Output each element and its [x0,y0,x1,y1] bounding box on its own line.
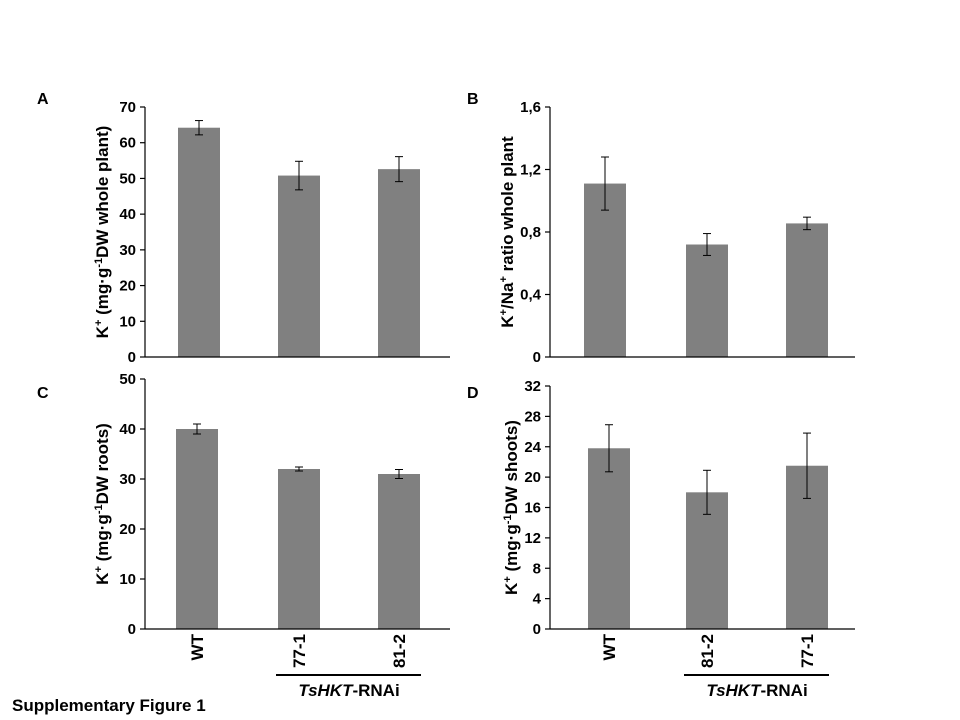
y-axis-title: K+ (mg·g-1DW whole plant) [93,126,112,339]
y-tick-label: 24 [524,439,541,456]
bar-77-1 [278,175,320,357]
y-tick-label: 4 [533,591,542,608]
y-tick-label: 30 [119,242,136,259]
y-axis-title-part: (mg·g [502,524,521,576]
y-axis-title-part: K [93,572,112,585]
y-axis-title-part: ratio whole plant [498,136,517,276]
panel-b: B00,40,81,21,6K+/Na+ ratio whole plant [467,91,855,366]
group-label-italic: TsHKT [706,681,762,700]
y-tick-label: 1,2 [520,162,541,179]
y-tick-label: 0 [128,349,136,366]
y-tick-label: 70 [119,99,136,116]
panel-c: C 0 10 20 30 40 50 K+ (mg·g-1DW roots) WT 77-1 81-… [37,371,450,700]
y-axis-title-part: /Na [498,282,517,309]
y-axis-title-part: -1 [93,258,105,268]
y-tick-label: 40 [119,206,136,223]
y-axis-title-part: DW shoots) [502,420,521,514]
y-tick-label: 20 [119,521,136,538]
y-axis-title: K+/Na+ ratio whole plant [498,136,517,328]
y-axis-title-part: K [502,582,521,595]
bar-wt [584,183,626,357]
bar-81-2 [378,169,420,357]
y-axis-title-part: DW whole plant) [93,126,112,258]
y-tick-label: 10 [119,571,136,588]
y-axis-title-part: + [93,320,105,326]
y-tick-label: 10 [119,313,136,330]
panel-a: A 0 10 20 30 40 50 60 70 K+ (mg·g-1DW whole plant… [37,91,450,366]
y-tick-label: 40 [119,421,136,438]
x-tick-label: 81-2 [390,634,409,668]
y-axis-title-part: DW roots) [93,423,112,504]
y-tick-label: 28 [524,408,541,425]
group-label-suffix: -RNAi [760,681,807,700]
panel-label: B [467,91,479,108]
x-tick-label: 81-2 [698,634,717,668]
x-tick-label: 77-1 [290,634,309,668]
y-tick-label: 0,8 [520,224,541,241]
y-tick-label: 50 [119,371,136,388]
y-axis-title-part: + [502,576,514,582]
rnai-group-label: TsHKT-RNAi [706,681,807,700]
y-tick-label: 8 [533,560,541,577]
y-axis-title: K+ (mg·g-1DW shoots) [502,420,521,595]
bar-wt [178,127,220,357]
figure-caption: Supplementary Figure 1 [12,696,206,715]
y-tick-label: 0 [533,621,541,638]
y-tick-label: 1,6 [520,99,541,116]
panel-label: C [37,385,49,402]
y-axis-title-part: K [498,315,517,328]
y-axis-title-part: + [498,309,510,315]
y-axis-title-part: -1 [502,515,514,525]
bar-wt [588,448,630,629]
y-tick-label: 20 [524,469,541,486]
bar-77-1 [278,469,320,629]
y-tick-label: 60 [119,135,136,152]
bar-81-2 [378,474,420,629]
y-axis-title-part: -1 [93,504,105,514]
group-label-suffix: -RNAi [352,681,399,700]
y-tick-label: 32 [524,378,541,395]
panel-label: D [467,385,479,402]
y-tick-label: 16 [524,500,541,517]
y-axis-title-part: (mg·g [93,268,112,320]
group-label-italic: TsHKT [298,681,354,700]
y-axis-title-part: (mg·g [93,514,112,566]
x-tick-label: 77-1 [798,634,817,668]
y-tick-label: 0,4 [520,287,542,304]
y-axis-title: K+ (mg·g-1DW roots) [93,423,112,585]
bar-wt [176,429,218,629]
x-tick-label: WT [188,633,207,660]
bar-81-2 [786,223,828,357]
y-axis-title-part: + [93,566,105,572]
y-tick-label: 30 [119,471,136,488]
y-axis-title-part: + [498,276,510,282]
y-tick-label: 20 [119,278,136,295]
x-tick-label: WT [600,633,619,660]
y-tick-label: 0 [533,349,541,366]
y-tick-label: 50 [119,170,136,187]
bar-77-1 [686,244,728,357]
y-tick-label: 0 [128,621,136,638]
rnai-group-label: TsHKT-RNAi [298,681,399,700]
panel-label: A [37,91,49,108]
y-tick-label: 12 [524,530,541,547]
bar-81-2 [686,492,728,629]
y-axis-title-part: K [93,325,112,338]
panel-d: D 0 4 8 12 16 20 24 28 32 K+ (mg·g-1DW shoots) WT 81… [467,378,855,700]
